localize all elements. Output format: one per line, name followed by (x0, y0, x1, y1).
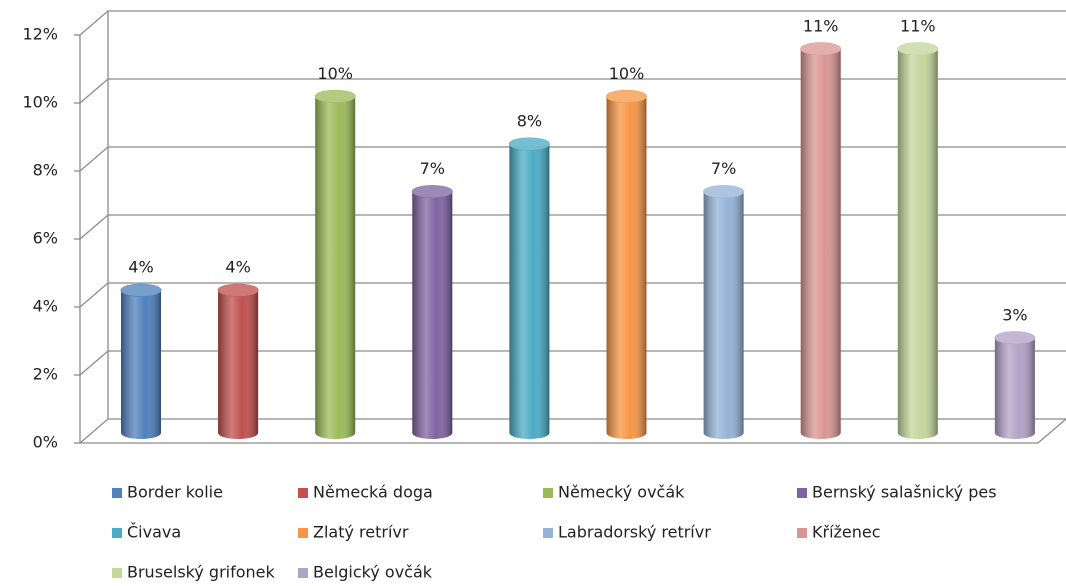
bar-top (800, 42, 842, 56)
bar-top-light (121, 284, 161, 297)
bar-shade (703, 191, 744, 440)
grid-line (79, 146, 1066, 172)
legend-swatch (112, 568, 122, 578)
legend-swatch (298, 488, 308, 498)
legend-swatch (797, 488, 807, 498)
legend-label: Německá doga (313, 483, 433, 502)
legend-label: Labradorský retrívr (558, 523, 711, 542)
grid-line (79, 282, 1066, 308)
legend-label: Německý ovčák (558, 483, 685, 502)
bar-shade (897, 48, 938, 440)
bar-top-light (994, 331, 1035, 344)
data-label: 3% (1002, 305, 1027, 324)
y-tick-label: 0% (33, 433, 58, 452)
data-label: 10% (609, 64, 645, 83)
bar-top (314, 89, 356, 103)
bar-top-light (606, 90, 647, 103)
grid-line (79, 418, 1066, 444)
bar-shade (606, 96, 647, 440)
bar-top (606, 89, 647, 103)
y-tick-label: 8% (33, 161, 58, 180)
bar-top-light (218, 284, 259, 297)
legend-swatch (543, 488, 553, 498)
data-label: 7% (420, 159, 445, 178)
y-tick-label: 2% (33, 365, 58, 384)
bar-shade (800, 48, 841, 440)
legend-label: Zlatý retrívr (313, 523, 409, 542)
y-tick-label: 6% (33, 229, 58, 248)
bar-top (120, 283, 162, 297)
bar-shade (315, 96, 356, 439)
bar-top (217, 283, 259, 297)
data-label: 11% (900, 16, 936, 35)
bar-top-light (897, 42, 938, 55)
y-tick-label: 4% (33, 297, 58, 316)
bar-shade (509, 144, 550, 440)
legend-swatch (543, 528, 553, 538)
bar-top-light (315, 90, 356, 103)
bar-top (411, 185, 453, 199)
bar-top-light (800, 42, 841, 55)
bar-top-light (412, 185, 453, 198)
legend-label: Border kolie (127, 483, 223, 502)
legend-label: Belgický ovčák (313, 563, 433, 582)
legend-label: Bruselský grifonek (127, 563, 275, 582)
legend-label: Bernský salašnický pes (812, 483, 997, 502)
bar-top-light (703, 185, 744, 198)
bar-shade (121, 290, 161, 439)
data-label: 10% (317, 64, 353, 83)
bar-shade (412, 191, 453, 440)
grid-line (79, 214, 1066, 240)
legend-swatch (298, 528, 308, 538)
data-label: 11% (803, 16, 839, 35)
bar-top (508, 137, 550, 151)
legend-label: Kříženec (812, 523, 881, 542)
grid-line (79, 78, 1066, 104)
bar-top-light (509, 138, 550, 150)
bar-top (994, 331, 1036, 345)
floor-edge (80, 418, 1066, 444)
legend-swatch (112, 528, 122, 538)
data-label: 7% (711, 159, 736, 178)
data-label: 4% (128, 258, 153, 277)
bar-top (897, 42, 939, 56)
data-label: 4% (225, 258, 250, 277)
bar-top (703, 185, 745, 199)
legend-swatch (797, 528, 807, 538)
data-label: 8% (517, 112, 542, 131)
bar-shade (218, 290, 259, 440)
bar-shade (994, 337, 1035, 440)
y-tick-label: 10% (22, 93, 58, 112)
grid-line (79, 350, 1066, 376)
legend-swatch (112, 488, 122, 498)
grid-line (79, 10, 1066, 36)
legend-label: Čivava (127, 523, 181, 542)
y-tick-label: 12% (22, 25, 58, 44)
legend-swatch (298, 568, 308, 578)
